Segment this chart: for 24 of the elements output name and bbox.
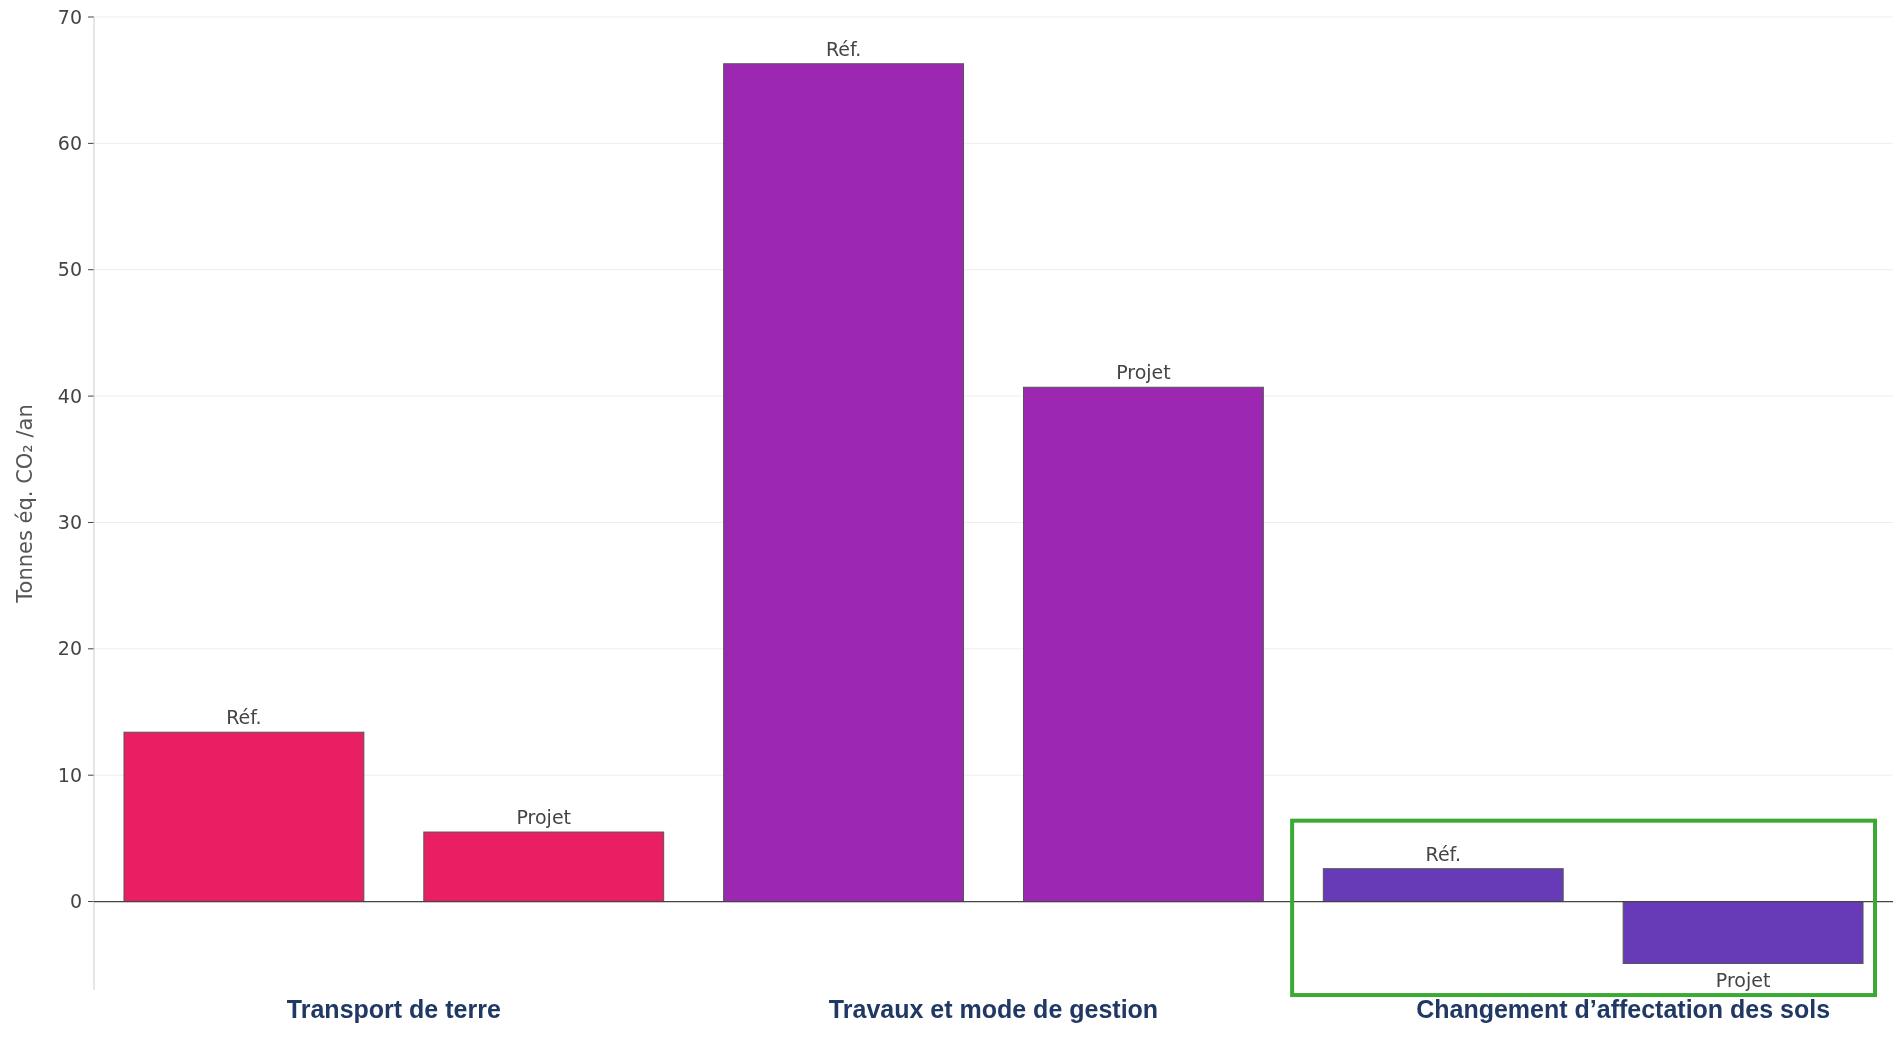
text: Travaux et mode de gestion: [828, 995, 1159, 1023]
y-axis-title: Tonnes éq. CO₂ /an: [13, 404, 37, 604]
x-tick-label: Réf.: [825, 37, 862, 60]
x-tick-label: Projet: [1116, 361, 1171, 384]
y-tick-label: 70: [57, 5, 82, 28]
y-tick-label: 20: [57, 637, 82, 660]
text: Changement d’affectation des sols: [1416, 995, 1831, 1023]
bar: [723, 63, 965, 903]
y-tick-label: 30: [57, 511, 82, 534]
y-tick-label: 60: [57, 132, 82, 155]
x-tick-label: Projet: [516, 806, 572, 829]
y-tick-label: 10: [57, 763, 82, 786]
bar: [123, 731, 365, 903]
x-tick-label: Projet: [1715, 969, 1771, 992]
text: Transport de terre: [286, 995, 501, 1023]
y-tick-label: 50: [57, 258, 82, 281]
bar: [1322, 868, 1564, 903]
x-tick-label: Réf.: [226, 706, 262, 729]
y-tick-label: 40: [57, 384, 82, 407]
x-tick-label: Réf.: [1425, 842, 1461, 865]
bar: [423, 831, 665, 903]
bar: [1022, 386, 1264, 903]
bar: [1622, 901, 1864, 964]
y-tick-label: 0: [69, 890, 82, 913]
